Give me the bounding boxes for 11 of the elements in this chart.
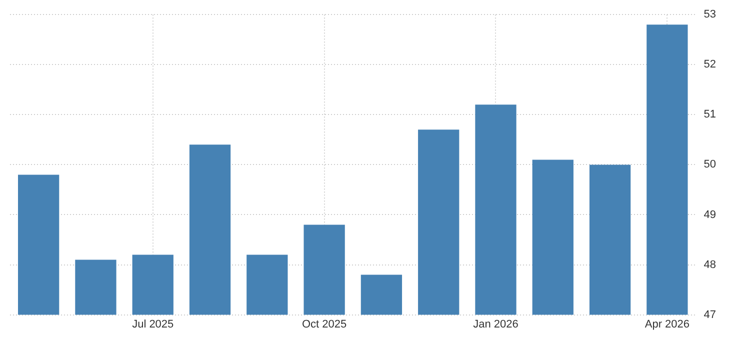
y-tick-label: 52	[704, 58, 716, 71]
y-tick-label: 48	[704, 258, 716, 271]
y-tick-label: 53	[704, 8, 716, 21]
y-tick-label: 51	[704, 108, 716, 121]
y-tick-label: 47	[704, 308, 716, 321]
x-tick-label: Jan 2026	[473, 318, 518, 330]
x-tick-label: Jul 2025	[132, 318, 174, 330]
y-tick-label: 49	[704, 208, 716, 221]
x-tick-label: Oct 2025	[302, 318, 347, 330]
y-tick-label: 50	[704, 158, 716, 171]
x-tick-label: Apr 2026	[644, 318, 690, 330]
